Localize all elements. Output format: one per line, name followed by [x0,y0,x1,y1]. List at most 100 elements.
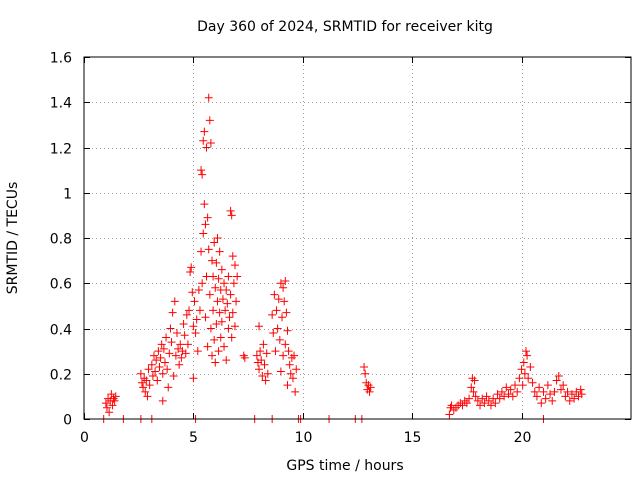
data-point [511,381,520,390]
data-point [162,333,171,342]
data-point [506,385,515,394]
data-point [230,322,239,331]
data-point [283,326,292,335]
data-point [220,279,229,288]
data-point [206,324,215,333]
data-point [183,340,192,349]
data-point [224,272,233,281]
data-point [176,340,185,349]
x-axis-label: GPS time / hours [286,458,403,474]
data-point [508,392,517,401]
data-point [240,353,249,362]
data-point [552,376,561,385]
data-point [365,387,374,396]
data-point [228,308,237,317]
y-tick-label: 1.4 [50,96,72,112]
data-point [107,390,116,399]
y-tick-label: 0.2 [50,368,72,384]
y-tick-label: 1 [63,187,72,203]
data-point [493,390,502,399]
data-point [285,360,294,369]
data-point [197,247,206,256]
data-point [233,272,242,281]
data-point [259,340,268,349]
data-point [189,322,198,331]
data-point [187,263,196,272]
data-point [572,387,581,396]
data-point [535,383,544,392]
data-point [175,360,184,369]
data-point [465,394,474,403]
data-point [460,396,469,405]
data-point [252,351,261,360]
data-point [182,310,191,319]
data-point [469,387,478,396]
data-point [190,297,199,306]
data-point [170,297,179,306]
data-point [197,166,206,175]
data-point [364,381,373,390]
data-point [366,383,375,392]
data-point [554,372,563,381]
data-point [200,200,209,209]
data-point [102,403,111,412]
data-point [201,313,210,322]
data-point [539,387,548,396]
data-point [156,353,165,362]
data-point [229,279,238,288]
data-point [519,358,528,367]
data-point [290,351,299,360]
data-point [179,319,188,328]
data-point [212,258,221,267]
data-point [515,374,524,383]
data-point [556,385,565,394]
y-tick-label: 0 [63,413,72,429]
data-point [543,381,552,390]
data-point [203,213,212,222]
data-point [168,308,177,317]
data-point [532,392,541,401]
data-point [209,306,218,315]
data-point [153,376,162,385]
data-point [361,369,370,378]
data-point [484,396,493,405]
data-point [291,387,300,396]
data-point [193,347,202,356]
data-point [473,396,482,405]
data-point [222,286,231,295]
data-point [180,331,189,340]
data-point [273,324,282,333]
data-point [191,329,200,338]
data-point [189,374,198,383]
data-point [482,392,491,401]
data-point [202,143,211,152]
data-point [281,340,290,349]
data-point [261,376,270,385]
data-point [147,360,156,369]
y-tick-label: 0.8 [50,232,72,248]
data-point [214,274,223,283]
data-point [262,349,271,358]
data-point [205,290,214,299]
data-point [224,324,233,333]
data-point [521,347,530,356]
data-point [206,138,215,147]
data-point [563,387,572,396]
data-point [155,362,164,371]
data-point [495,394,504,403]
data-point [286,369,295,378]
data-point [139,383,148,392]
data-point [201,220,210,229]
data-point [217,317,226,326]
data-point [145,381,154,390]
chart-title: Day 360 of 2024, SRMTID for receiver kit… [197,19,493,35]
data-point [292,365,301,374]
data-point [280,297,289,306]
data-point [546,390,555,399]
data-point [576,385,585,394]
data-point [221,306,230,315]
data-point [517,365,526,374]
data-point [491,399,500,408]
data-point [159,344,168,353]
data-point [462,399,471,408]
